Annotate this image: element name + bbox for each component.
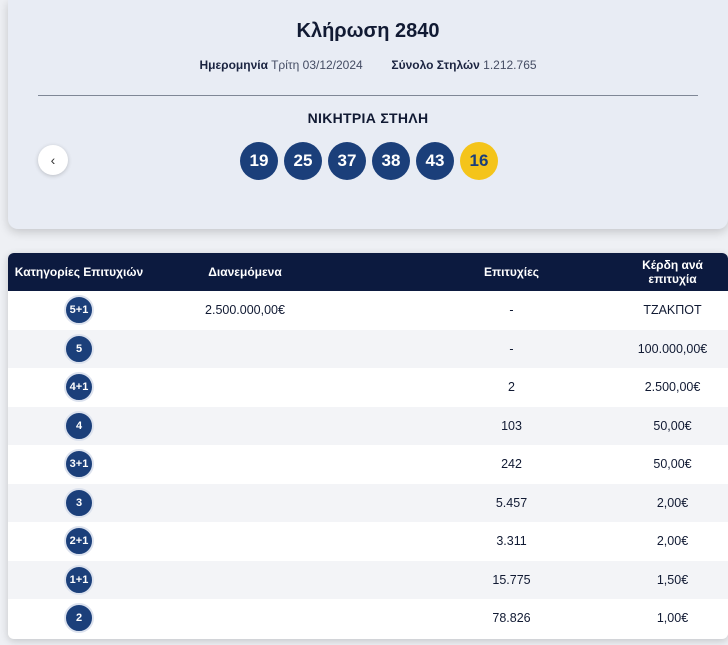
prize-cell: 1,50€: [656, 572, 689, 587]
table-row: 2+1 3.311 2,00€: [8, 522, 728, 561]
number-ball: 43: [416, 142, 454, 180]
category-badge: 3: [64, 487, 94, 518]
category-badge: 4: [64, 410, 94, 441]
columns-label: Σύνολο Στηλών: [391, 58, 480, 72]
draw-meta: Ημερομηνία Τρίτη 03/12/2024 Σύνολο Στηλώ…: [8, 58, 728, 72]
table-row: 5+1 2.500.000,00€ - ΤΖΑΚΠΟΤ: [8, 291, 728, 330]
distributed-cell: 2.500.000,00€: [205, 303, 285, 318]
winning-column-label: ΝΙΚΗΤΡΙΑ ΣΤΗΛΗ: [307, 110, 429, 126]
category-badge: 2+1: [64, 526, 94, 557]
number-ball: 37: [328, 142, 366, 180]
header-prize: Κέρδη ανά επιτυχία: [642, 258, 703, 286]
winners-cell: -: [509, 303, 514, 318]
table-row: 3+1 242 50,00€: [8, 445, 728, 484]
divider: [38, 95, 698, 96]
table-row: 3 5.457 2,00€: [8, 483, 728, 522]
winners-cell: 242: [501, 457, 522, 472]
table-row: 4 103 50,00€: [8, 406, 728, 445]
draw-summary-card: Κλήρωση 2840 Ημερομηνία Τρίτη 03/12/2024…: [8, 0, 728, 229]
table-row: 2 78.826 1,00€: [8, 599, 728, 638]
category-badge: 5+1: [64, 295, 94, 326]
draw-title: Κλήρωση 2840: [296, 20, 440, 42]
number-ball: 38: [372, 142, 410, 180]
previous-draw-button[interactable]: ‹: [38, 145, 68, 175]
table-row: 1+1 15.775 1,50€: [8, 560, 728, 599]
category-badge: 2: [64, 603, 94, 634]
prize-cell: 1,00€: [656, 611, 689, 626]
date-label: Ημερομηνία: [199, 58, 268, 72]
winners-cell: 2: [508, 380, 515, 395]
table-header: Κατηγορίες Επιτυχιών Διανεμόμενα Επιτυχί…: [8, 253, 728, 291]
winners-cell: 5.457: [495, 495, 528, 510]
columns-value: 1.212.765: [483, 58, 537, 72]
winners-cell: -: [509, 341, 514, 356]
header-winners: Επιτυχίες: [483, 265, 540, 279]
winners-cell: 103: [501, 418, 522, 433]
chevron-left-icon: ‹: [50, 152, 56, 168]
category-badge: 5: [64, 333, 94, 364]
header-distributed: Διανεμόμενα: [208, 265, 282, 279]
date-value: Τρίτη 03/12/2024: [271, 58, 363, 72]
prize-cell: 100.000,00€: [637, 341, 708, 356]
prize-cell: 2,00€: [656, 534, 689, 549]
number-ball: 19: [240, 142, 278, 180]
table-row: 5 - 100.000,00€: [8, 329, 728, 368]
category-badge: 3+1: [64, 449, 94, 480]
winners-cell: 78.826: [492, 611, 531, 626]
header-category: Κατηγορίες Επιτυχιών: [14, 265, 144, 279]
joker-ball: 16: [460, 142, 498, 180]
table-body: 5+1 2.500.000,00€ - ΤΖΑΚΠΟΤ 5 - 100.000,…: [8, 291, 728, 638]
winning-numbers: 19 25 37 38 43 16: [240, 142, 498, 180]
prize-cell: 50,00€: [653, 418, 692, 433]
prize-cell: 50,00€: [653, 457, 692, 472]
prize-table: Κατηγορίες Επιτυχιών Διανεμόμενα Επιτυχί…: [8, 253, 728, 639]
prize-cell: ΤΖΑΚΠΟΤ: [643, 303, 702, 318]
winners-cell: 3.311: [496, 534, 527, 549]
prize-cell: 2.500,00€: [644, 380, 701, 395]
table-row: 4+1 2 2.500,00€: [8, 368, 728, 407]
category-badge: 4+1: [64, 372, 94, 403]
winners-cell: 15.775: [492, 572, 531, 587]
category-badge: 1+1: [64, 564, 94, 595]
prize-cell: 2,00€: [656, 495, 689, 510]
number-ball: 25: [284, 142, 322, 180]
